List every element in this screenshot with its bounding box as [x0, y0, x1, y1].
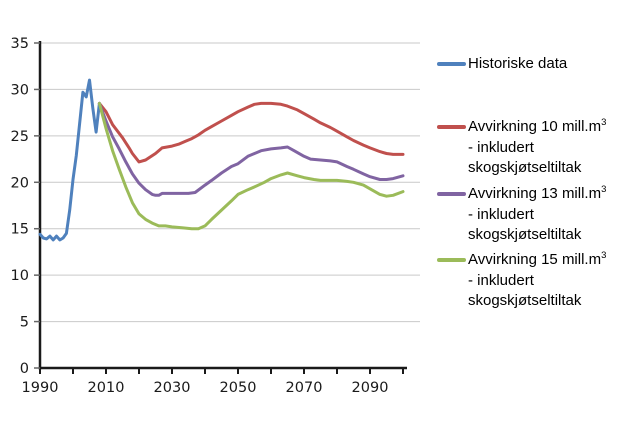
- series-line-historiske-data: [38, 78, 101, 242]
- legend-item-avvirkning-15: Avvirkning 15 mill.m3 - inkludert skogsk…: [437, 250, 619, 312]
- series-line-avvirkning-10: [97, 101, 405, 164]
- y-axis-tick-label: 15: [11, 222, 29, 238]
- y-axis-tick-label: 25: [11, 129, 29, 145]
- legend-label-line1: Avvirkning 15 mill.m: [468, 251, 602, 268]
- legend-label-line2: - inkludert: [468, 205, 534, 223]
- legend-label-line1: Avvirkning 10 mill.m: [468, 118, 602, 135]
- x-axis-tick-label: 2030: [154, 380, 191, 396]
- legend-label-line2: - inkludert: [468, 138, 534, 156]
- y-axis-tick-label: 0: [20, 361, 29, 377]
- legend-label-line2: - inkludert: [468, 271, 534, 289]
- x-axis-tick-label: 1990: [22, 380, 59, 396]
- series-line-avvirkning-15: [97, 101, 405, 231]
- legend-item-avvirkning-13: Avvirkning 13 mill.m3 - inkludert skogsk…: [437, 184, 619, 246]
- legend-swatch-green: [437, 258, 466, 262]
- legend-label-line1: Avvirkning 13 mill.m: [468, 185, 602, 202]
- legend-label-line3: skogskjøtseltiltak: [468, 159, 582, 176]
- legend-label-line3: skogskjøtseltiltak: [468, 226, 582, 243]
- y-axis-tick-label: 5: [20, 315, 29, 331]
- legend-swatch-red: [437, 125, 466, 129]
- y-axis-tick-label: 35: [11, 36, 29, 52]
- y-axis-tick-label: 10: [11, 268, 29, 284]
- legend-label-avvirkning-13: Avvirkning 13 mill.m3 - inkludert skogsk…: [468, 184, 619, 246]
- y-axis-tick-label: 20: [11, 175, 29, 191]
- x-axis-tick-label: 2090: [352, 380, 389, 396]
- x-axis-tick-label: 2010: [88, 380, 125, 396]
- legend-label-line3: skogskjøtseltiltak: [468, 292, 582, 309]
- series-line-avvirkning-13: [97, 101, 405, 197]
- legend-label-historiske-data: Historiske data: [468, 54, 619, 75]
- legend-label-line1: Historiske data: [468, 55, 568, 72]
- legend-swatch-blue: [437, 62, 466, 66]
- y-axis-tick-label: 30: [11, 82, 29, 98]
- legend-item-historiske-data: Historiske data: [437, 54, 619, 75]
- legend-superscript: 3: [601, 184, 607, 195]
- x-axis-tick-label: 2050: [220, 380, 257, 396]
- legend-item-avvirkning-10: Avvirkning 10 mill.m3 - inkludert skogsk…: [437, 117, 619, 179]
- legend-superscript: 3: [601, 250, 607, 261]
- x-axis-tick-label: 2070: [286, 380, 323, 396]
- legend-label-avvirkning-15: Avvirkning 15 mill.m3 - inkludert skogsk…: [468, 250, 619, 312]
- legend-label-avvirkning-10: Avvirkning 10 mill.m3 - inkludert skogsk…: [468, 117, 619, 179]
- legend-superscript: 3: [601, 117, 607, 128]
- legend-swatch-purple: [437, 192, 466, 196]
